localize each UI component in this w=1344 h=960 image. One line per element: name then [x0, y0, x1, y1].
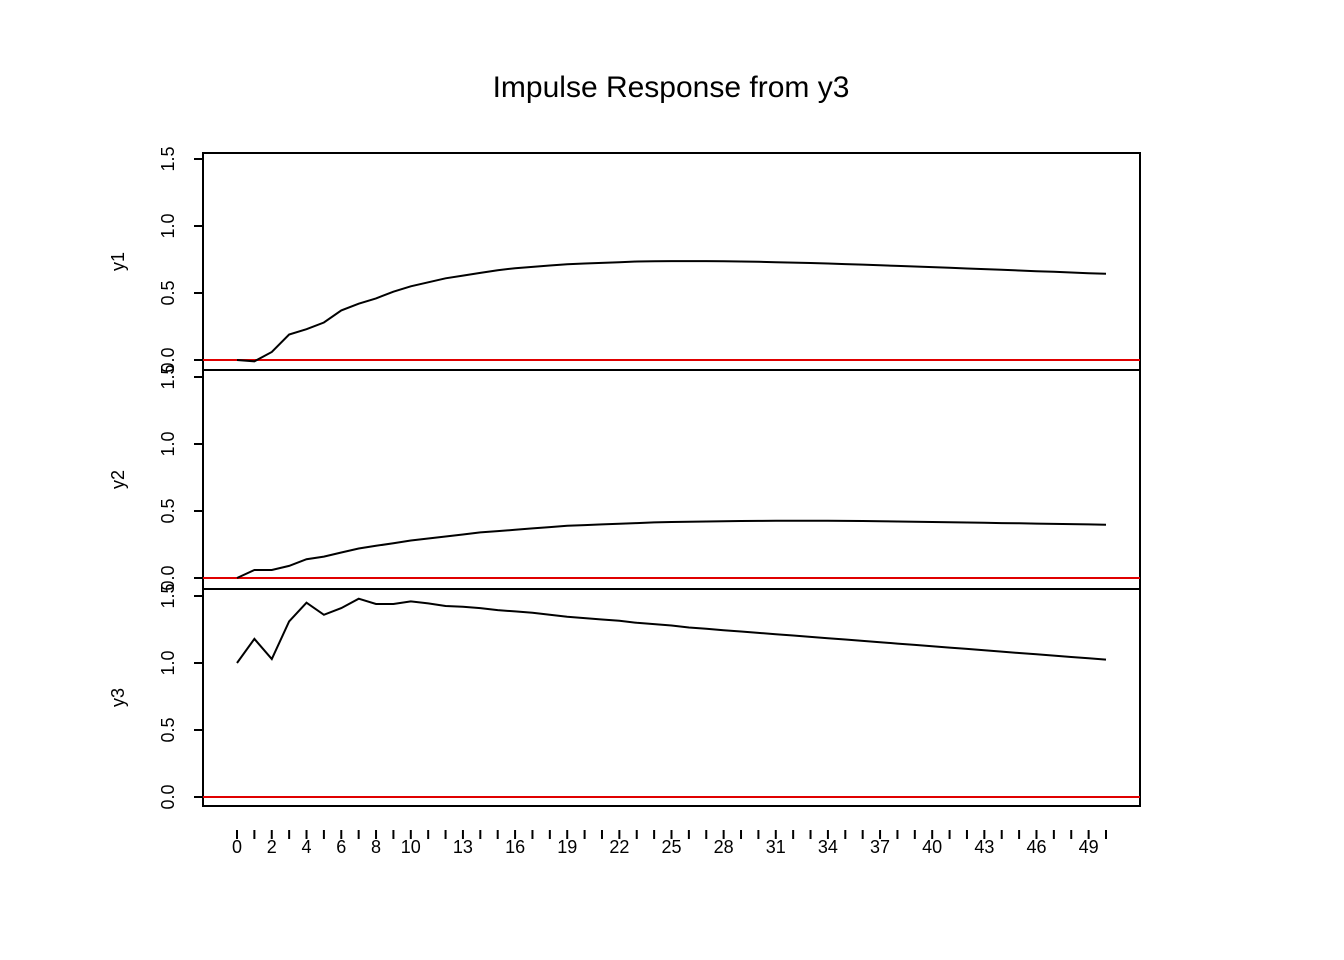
x-tick-label: 46: [1026, 837, 1046, 857]
y-tick-label: 1.0: [158, 650, 178, 675]
x-tick-label: 19: [557, 837, 577, 857]
x-tick-label: 25: [661, 837, 681, 857]
x-tick-label: 49: [1079, 837, 1099, 857]
y-tick-label: 1.0: [158, 213, 178, 238]
y-tick-label: 0.0: [158, 347, 178, 372]
x-tick-label: 40: [922, 837, 942, 857]
panel-y3: 0.0 0.5 1.0 1.5 y3: [108, 583, 1141, 810]
x-tick-label: 10: [401, 837, 421, 857]
y-tick-label: 0.5: [158, 717, 178, 742]
x-tick-label: 28: [714, 837, 734, 857]
y-axis-label: y3: [108, 688, 128, 707]
x-tick-label: 0: [232, 837, 242, 857]
series-line-y2: [236, 519, 1107, 579]
y-tick-label: 1.5: [158, 146, 178, 171]
y-tick-label: 0.0: [158, 565, 178, 590]
series-line-y1: [236, 260, 1107, 363]
x-tick-label: 34: [818, 837, 838, 857]
x-tick-label: 22: [609, 837, 629, 857]
y-tick-label: 0.5: [158, 280, 178, 305]
x-tick-label: 2: [267, 837, 277, 857]
x-tick-label: 37: [870, 837, 890, 857]
x-tick-label: 43: [974, 837, 994, 857]
y-tick-label: 1.5: [158, 364, 178, 389]
series-line-y3: [236, 597, 1107, 664]
chart-title: Impulse Response from y3: [493, 71, 850, 104]
panel-y2: 0.0 0.5 1.0 1.5 y2: [108, 364, 1141, 591]
x-tick-label: 4: [302, 837, 312, 857]
panel-y1: 0.0 0.5 1.0 1.5 y1: [108, 146, 1141, 373]
x-axis: 0 2 4 6 8 10 13 16 19 22 25 28 31 34 37 40 43 46 49: [232, 830, 1107, 857]
x-tick-label: 13: [453, 837, 473, 857]
x-tick-label: 16: [505, 837, 525, 857]
panel-frame: [202, 369, 1141, 590]
x-tick-label: 6: [336, 837, 346, 857]
x-tick-label: 31: [766, 837, 786, 857]
y-tick-label: 0.0: [158, 784, 178, 809]
panel-frame: [202, 588, 1141, 807]
x-tick-label: 8: [371, 837, 381, 857]
panels-group: 0.0 0.5 1.0 1.5 y1 0.0 0.5 1.0 1.5 y2 0.0 0.5 1.0 1.5…: [108, 146, 1141, 810]
y-axis-label: y2: [108, 470, 128, 489]
y-tick-label: 0.5: [158, 498, 178, 523]
y-tick-label: 1.0: [158, 431, 178, 456]
y-tick-label: 1.5: [158, 583, 178, 608]
y-axis-label: y1: [108, 252, 128, 271]
